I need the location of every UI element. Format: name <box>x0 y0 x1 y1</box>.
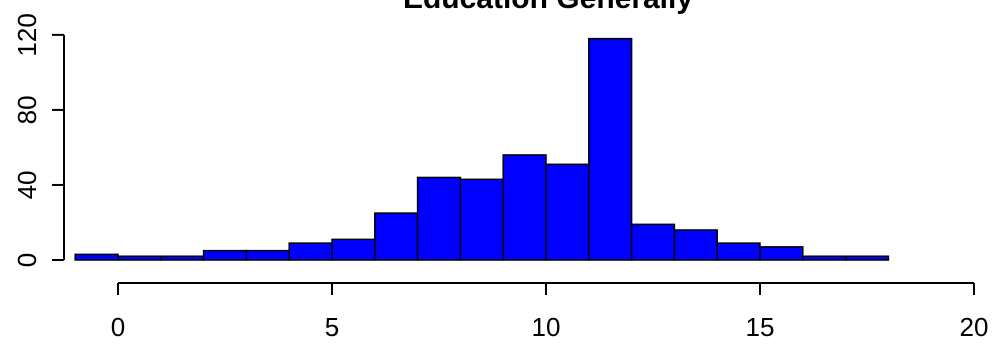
bars-layer <box>74 37 890 261</box>
x-tick-label: 20 <box>960 312 989 342</box>
histogram-bar <box>759 246 804 261</box>
x-axis: 0 5 10 15 20 <box>111 282 989 342</box>
histogram-bar <box>288 242 333 261</box>
histogram-bar <box>502 154 547 261</box>
histogram-bar <box>245 249 290 261</box>
x-tick-label: 5 <box>325 312 339 342</box>
y-tick-label: 40 <box>12 170 42 199</box>
histogram-bar <box>716 242 761 261</box>
histogram-bar <box>802 255 847 261</box>
histogram-bar <box>459 178 504 261</box>
histogram-bar <box>588 37 633 261</box>
histogram-bar <box>160 255 205 261</box>
histogram-bar <box>844 255 890 261</box>
chart-title: Education Generally <box>403 0 693 15</box>
histogram-bar <box>630 223 676 261</box>
histogram-bar <box>202 249 248 261</box>
y-tick-label: 80 <box>12 95 42 124</box>
histogram-bar <box>374 212 419 261</box>
y-axis: 0 40 80 120 <box>12 13 65 267</box>
x-tick-label: 0 <box>111 312 125 342</box>
histogram-bar <box>416 176 462 261</box>
y-tick-label: 120 <box>12 13 42 56</box>
histogram-bar <box>117 255 162 261</box>
x-tick-label: 10 <box>532 312 561 342</box>
histogram-bar <box>331 238 376 261</box>
histogram-bar <box>673 229 718 261</box>
y-tick-label: 0 <box>12 253 42 267</box>
x-tick-label: 15 <box>746 312 775 342</box>
histogram-bar <box>545 163 590 261</box>
histogram-bar <box>74 253 119 261</box>
